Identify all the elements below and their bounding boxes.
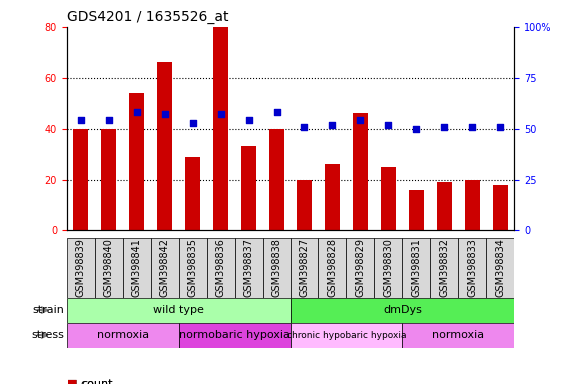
Point (188, 119, 198, 126)
Bar (290, 323, 403, 348)
Bar (67, 238, 95, 298)
Bar (67, 298, 290, 323)
Point (132, 109, 141, 116)
Text: count: count (81, 379, 113, 384)
Bar (67, 323, 179, 348)
Point (440, 124, 449, 130)
Bar (353, 113, 368, 230)
Text: GSM398835: GSM398835 (188, 238, 198, 297)
Bar (123, 238, 150, 298)
Bar (374, 238, 403, 298)
Text: GSM398837: GSM398837 (243, 238, 253, 297)
Bar (346, 238, 374, 298)
Text: GSM398833: GSM398833 (467, 238, 477, 297)
Bar (241, 146, 256, 230)
Bar (403, 238, 431, 298)
Point (356, 118, 365, 124)
Bar (408, 190, 424, 230)
Bar (213, 27, 228, 230)
Bar (486, 238, 514, 298)
Bar (381, 167, 396, 230)
Text: stress: stress (31, 330, 64, 340)
Text: strain: strain (32, 305, 64, 315)
Bar (318, 238, 346, 298)
Bar (73, 129, 88, 230)
Point (216, 111, 225, 118)
Text: GSM398840: GSM398840 (104, 238, 114, 297)
Text: normobaric hypoxia: normobaric hypoxia (179, 330, 290, 340)
Bar (269, 129, 284, 230)
Text: GSM398838: GSM398838 (271, 238, 282, 297)
Text: GSM398834: GSM398834 (495, 238, 505, 297)
Text: GSM398836: GSM398836 (216, 238, 225, 297)
Point (160, 111, 169, 118)
Text: chronic hypobaric hypoxia: chronic hypobaric hypoxia (286, 331, 406, 339)
Bar (179, 323, 290, 348)
Point (272, 109, 281, 116)
Text: GSM398831: GSM398831 (411, 238, 421, 297)
Text: GSM398828: GSM398828 (328, 238, 338, 297)
Text: ■: ■ (67, 379, 77, 384)
Bar (150, 238, 179, 298)
Text: GSM398832: GSM398832 (439, 238, 449, 297)
Bar (325, 164, 340, 230)
Point (244, 118, 253, 124)
Text: wild type: wild type (153, 305, 204, 315)
Bar (290, 238, 318, 298)
Bar (129, 93, 145, 230)
Bar (458, 238, 486, 298)
Point (328, 121, 337, 127)
Bar (297, 180, 312, 230)
Bar (157, 63, 173, 230)
Bar (179, 238, 207, 298)
Point (496, 124, 505, 130)
Point (412, 126, 421, 132)
Text: GSM398830: GSM398830 (383, 238, 393, 297)
Text: normoxia: normoxia (96, 330, 149, 340)
Bar (431, 238, 458, 298)
Point (300, 124, 309, 130)
Text: dmDys: dmDys (383, 305, 422, 315)
Text: GSM398841: GSM398841 (132, 238, 142, 297)
Text: GSM398839: GSM398839 (76, 238, 86, 297)
Bar (263, 238, 290, 298)
Point (76, 118, 85, 124)
Bar (101, 129, 116, 230)
Text: GSM398829: GSM398829 (356, 238, 365, 297)
Bar (185, 157, 200, 230)
Bar (95, 238, 123, 298)
Text: ■ count: ■ count (67, 379, 112, 384)
Bar (465, 180, 480, 230)
Bar (436, 182, 452, 230)
Text: GDS4201 / 1635526_at: GDS4201 / 1635526_at (67, 10, 228, 25)
Text: GSM398827: GSM398827 (299, 238, 310, 297)
Bar (403, 323, 514, 348)
Bar (493, 185, 508, 230)
Text: GSM398842: GSM398842 (160, 238, 170, 297)
Point (468, 124, 477, 130)
Point (383, 121, 393, 127)
Text: normoxia: normoxia (432, 330, 485, 340)
Bar (290, 298, 514, 323)
Bar (235, 238, 263, 298)
Bar (207, 238, 235, 298)
Point (104, 118, 113, 124)
